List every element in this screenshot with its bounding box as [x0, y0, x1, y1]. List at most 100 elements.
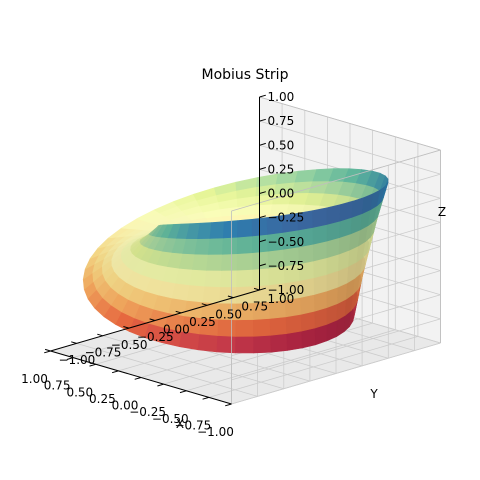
y-tick-label: 0.25 [189, 315, 216, 329]
z-tick [259, 263, 266, 267]
x-tick-label: 0.75 [44, 379, 71, 393]
mobius-surface [82, 168, 389, 354]
surface-patch [252, 234, 269, 253]
surface-patch [312, 224, 328, 245]
y-tick-label: 0.00 [163, 323, 190, 337]
z-axis-label: Z [438, 205, 446, 219]
z-tick [259, 94, 266, 98]
surface-patch [236, 235, 253, 254]
surface-patch [252, 250, 269, 270]
z-tick-label: −0.50 [268, 235, 305, 249]
surface-patch [204, 269, 222, 288]
y-tick [71, 341, 77, 344]
surface-patch [220, 269, 238, 288]
y-tick [44, 348, 51, 352]
x-tick-label: −1.00 [197, 425, 234, 439]
surface-patch [209, 221, 225, 239]
y-tick [97, 333, 103, 337]
surface-patch [237, 219, 253, 238]
y-tick-label: −0.75 [85, 345, 122, 359]
x-tick [225, 403, 232, 407]
surface-patch [207, 237, 224, 255]
z-tick [259, 167, 266, 170]
y-tick [123, 326, 130, 329]
surface-patch [171, 282, 191, 301]
x-tick-label: 0.00 [112, 399, 139, 413]
z-tick-label: −0.25 [268, 211, 305, 225]
axes-ticks: −1.00−0.75−0.50−0.250.000.250.500.751.00… [21, 90, 304, 439]
surface-patch [381, 182, 389, 202]
surface-patch [216, 335, 236, 354]
x-tick [202, 396, 210, 400]
y-tick-label: −0.25 [137, 330, 174, 344]
z-tick-label: −0.75 [268, 259, 305, 273]
z-tick-label: 0.75 [268, 114, 295, 128]
z-tick-label: 0.50 [268, 138, 295, 152]
surface-patch [235, 319, 254, 337]
y-tick [253, 287, 260, 291]
surface-patch [192, 253, 209, 271]
surface-patch [300, 294, 316, 315]
surface-patch [235, 335, 254, 354]
surface-patch [168, 297, 188, 317]
y-tick [175, 310, 182, 314]
y-tick-label: −0.50 [111, 338, 148, 352]
surface-patch [217, 318, 237, 337]
grid-line [259, 120, 441, 175]
z-tick [259, 142, 266, 146]
chart-title: Mobius Strip [202, 67, 289, 83]
surface-patch [202, 285, 221, 304]
y-tick-label: 1.00 [268, 292, 295, 306]
y-tick-label: −1.00 [59, 353, 96, 367]
z-tick [259, 287, 266, 291]
surface-patch [285, 313, 302, 334]
pane-edge [231, 149, 441, 212]
x-tick [111, 370, 119, 374]
surface-patch [270, 333, 288, 353]
z-tick-label: 1.00 [268, 90, 295, 104]
surface-patch [221, 253, 238, 271]
surface-patch [300, 310, 316, 332]
x-tick [179, 390, 187, 394]
z-tick-label: 0.25 [268, 162, 295, 176]
surface-patch [286, 330, 303, 351]
surface-patch [269, 316, 288, 336]
y-axis-label: Y [369, 387, 378, 401]
x-tick-label: −0.50 [152, 412, 189, 426]
y-tick-label: 0.50 [215, 307, 242, 321]
x-tick-label: 0.50 [66, 385, 93, 399]
surface-patch [197, 333, 218, 353]
z-tick [259, 239, 266, 243]
x-tick-label: −0.25 [129, 405, 166, 419]
y-tick [227, 295, 234, 299]
x-tick [44, 350, 51, 354]
surface-patch [236, 252, 253, 271]
pane-edge [259, 96, 441, 151]
z-tick [259, 118, 266, 122]
surface-patch [253, 318, 271, 337]
surface-patch [194, 238, 211, 255]
x-tick-label: 0.25 [89, 392, 116, 406]
surface-patch [312, 207, 328, 228]
surface-patch [301, 327, 316, 349]
surface-patch [236, 269, 254, 288]
surface-patch [326, 204, 341, 225]
surface-patch [189, 269, 207, 287]
surface-patch [312, 240, 328, 262]
x-tick [66, 357, 74, 360]
surface-patch [253, 334, 272, 354]
z-tick [259, 191, 266, 194]
x-axis-label: X [176, 417, 184, 431]
x-tick-label: −0.75 [175, 418, 212, 432]
x-tick [157, 383, 164, 387]
z-tick-label: 0.00 [268, 187, 295, 201]
surface-patch [206, 254, 223, 271]
surface-patch [186, 284, 206, 303]
x-tick [89, 363, 96, 367]
surface-patch [222, 236, 238, 255]
surface-patch [197, 222, 212, 239]
z-tick [259, 215, 266, 219]
y-tick [149, 318, 156, 321]
surface-patch [222, 220, 238, 239]
